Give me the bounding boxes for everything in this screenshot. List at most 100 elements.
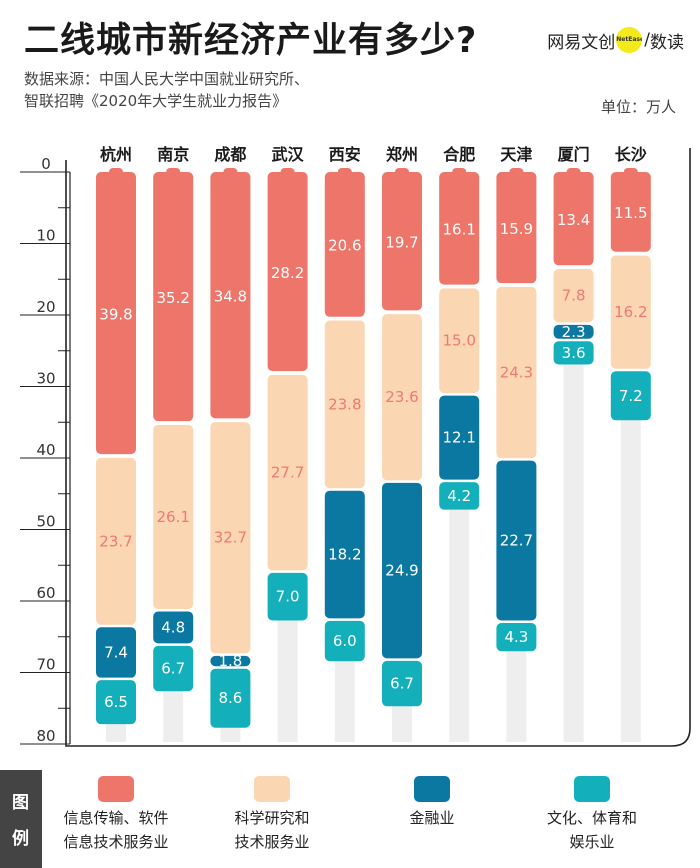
bar-segment: [382, 660, 422, 707]
data-label: 19.7: [385, 233, 418, 251]
bar-segment: [153, 611, 194, 644]
bar-segment: [610, 371, 651, 421]
bar-segment: [267, 572, 308, 621]
data-label: 23.7: [99, 532, 132, 550]
y-tick-label: 10: [36, 227, 55, 245]
data-label: 1.8: [218, 652, 242, 670]
bar-segment: [439, 172, 480, 285]
category-label: 南京: [157, 145, 189, 164]
bar-segment: [96, 457, 136, 625]
bar-track: [506, 648, 527, 742]
data-label: 6.0: [333, 632, 357, 650]
bar-segment: [324, 490, 365, 619]
legend-label-line: 娱乐业: [569, 833, 615, 851]
bar-track: [449, 506, 470, 742]
y-tick-label: 50: [36, 513, 55, 531]
bar-segment: [96, 172, 136, 455]
y-tick-label: 20: [36, 298, 55, 316]
data-label: 3.6: [562, 344, 586, 362]
page-title: 二线城市新经济产业有多少?: [24, 21, 478, 61]
data-label: 35.2: [156, 289, 189, 307]
unit-label: 单位：万人: [600, 98, 676, 116]
legend-label-line: 信息技术服务业: [63, 833, 169, 851]
data-label: 6.7: [390, 675, 414, 693]
bar-segment: [553, 324, 594, 339]
brand-left: 网易文创: [547, 32, 616, 53]
data-label: 32.7: [214, 529, 247, 547]
bar-segment: [153, 424, 194, 610]
data-label: 39.8: [99, 305, 132, 323]
data-label: 7.0: [276, 588, 300, 606]
data-label: 16.1: [442, 221, 475, 239]
legend-side-tab: 图 例: [0, 770, 42, 868]
category-label: 武汉: [272, 145, 305, 164]
legend-label-line: 科学研究和: [234, 809, 310, 827]
chart-frame: [65, 148, 691, 747]
data-label: 12.1: [442, 429, 475, 447]
y-tick-label: 0: [41, 155, 51, 173]
data-label: 22.7: [500, 532, 533, 550]
data-label: 4.8: [161, 618, 185, 636]
data-label: 11.5: [614, 204, 647, 222]
data-label: 4.2: [447, 487, 471, 505]
legend-label: 信息传输、软件 信息技术服务业: [31, 806, 201, 854]
bar-segment: [439, 395, 480, 480]
y-tick-label: 30: [36, 370, 55, 388]
category-label: 合肥: [443, 145, 475, 164]
bar-segment: [267, 374, 308, 571]
data-label: 23.6: [385, 388, 418, 406]
data-label: 7.2: [619, 387, 643, 405]
bar-segment: [382, 314, 422, 481]
bar-segment: [153, 645, 194, 692]
bar-segment: [96, 627, 136, 678]
data-label: 13.4: [557, 211, 590, 229]
bar-segment: [324, 620, 365, 662]
data-label: 2.3: [562, 323, 586, 341]
category-label: 西安: [329, 145, 361, 164]
bar-track: [620, 417, 641, 742]
y-tick-label: 40: [36, 441, 55, 459]
bar-track: [220, 724, 241, 742]
data-label: 34.8: [214, 287, 247, 305]
data-label: 6.5: [104, 693, 128, 711]
category-label: 天津: [500, 145, 532, 164]
bar-segment: [324, 320, 365, 489]
brand-badge: NetEase: [616, 27, 643, 53]
bar-track: [163, 688, 184, 742]
data-label: 6.7: [161, 660, 185, 678]
bar-segment: [153, 172, 194, 422]
bar-track: [392, 703, 412, 742]
legend-label: 科学研究和技术服务业: [187, 806, 357, 854]
bar-segment: [553, 172, 594, 266]
bar-segment: [439, 482, 480, 510]
bar-segment: [96, 680, 136, 725]
category-label: 郑州: [386, 145, 418, 164]
bar-segment: [324, 172, 365, 317]
legend-label-line: 文化、体育和: [546, 809, 637, 827]
data-label: 26.1: [156, 508, 189, 526]
bar-segment: [382, 482, 422, 659]
data-label: 15.0: [442, 332, 475, 350]
bar-segment: [610, 255, 651, 369]
legend-swatch: [254, 776, 290, 802]
source-line-1: 数据来源：中国人民大学中国就业研究所、: [24, 70, 310, 88]
bar-track: [334, 658, 355, 742]
legend-label: 文化、体育和 娱乐业: [512, 806, 672, 854]
data-label: 24.3: [500, 364, 533, 382]
bar-segment: [267, 172, 308, 372]
data-label: 7.8: [562, 287, 586, 305]
data-label: 8.6: [218, 689, 242, 707]
category-label: 成都: [214, 145, 246, 164]
bar-segment: [439, 288, 480, 394]
data-label: 23.8: [328, 395, 361, 413]
legend-side-bottom: 例: [12, 829, 29, 849]
legend-label-line: 金融业: [409, 809, 455, 827]
bar-segment: [553, 341, 594, 365]
category-label: 厦门: [558, 145, 590, 164]
category-label: 杭州: [100, 145, 132, 164]
legend-label-line: 技术服务业: [234, 833, 310, 851]
brand-right: 数读: [650, 32, 684, 53]
bar-segment: [210, 172, 251, 419]
brand-slash: /: [644, 30, 650, 50]
data-label: 7.4: [104, 643, 128, 661]
